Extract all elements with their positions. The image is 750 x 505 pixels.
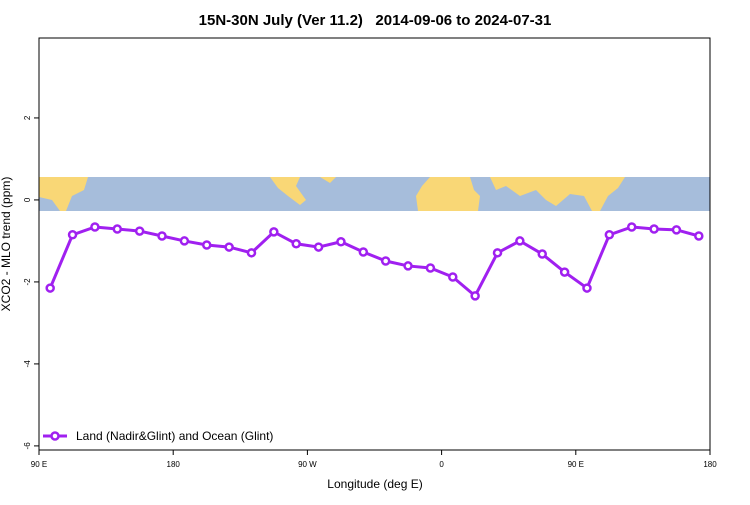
x-tick-label: 0 <box>439 460 444 469</box>
point <box>470 291 480 301</box>
point <box>134 226 145 236</box>
point <box>671 225 682 235</box>
point <box>313 242 324 252</box>
point <box>112 224 123 234</box>
point <box>380 256 391 266</box>
point <box>537 249 547 259</box>
y-tick-label: 2 <box>23 115 32 120</box>
point <box>403 261 413 271</box>
point <box>291 239 301 249</box>
point <box>492 248 503 258</box>
point <box>694 231 704 241</box>
point <box>425 263 436 273</box>
point <box>604 230 615 240</box>
point <box>582 283 592 293</box>
point <box>336 236 346 247</box>
series-line <box>48 225 700 299</box>
plot-frame <box>38 37 711 451</box>
point <box>269 227 279 237</box>
point <box>179 236 190 246</box>
point <box>90 222 100 232</box>
point <box>157 231 167 241</box>
point <box>246 248 257 258</box>
point <box>67 230 78 240</box>
point <box>202 240 212 250</box>
y-tick-label: -6 <box>23 442 32 450</box>
x-tick-label: 180 <box>167 460 181 469</box>
x-axis-label: Longitude (deg E) <box>327 477 422 491</box>
y-tick-label: -2 <box>23 278 32 286</box>
map-band <box>39 177 710 211</box>
x-tick-label: 90 W <box>298 460 317 469</box>
legend-marker <box>50 431 60 441</box>
point <box>358 247 369 257</box>
y-tick-label: -4 <box>23 360 32 368</box>
point <box>224 242 234 252</box>
point <box>515 236 525 246</box>
legend-label: Land (Nadir&Glint) and Ocean (Glint) <box>76 429 273 443</box>
point <box>448 272 458 282</box>
point <box>45 283 55 293</box>
y-tick-label: 0 <box>23 197 32 202</box>
x-tick-label: 180 <box>703 460 717 469</box>
x-tick-label: 90 E <box>568 460 584 469</box>
point <box>559 267 570 277</box>
y-axis-label: XCO2 - MLO trend (ppm) <box>0 177 13 312</box>
chart-title: 15N-30N July (Ver 11.2) 2014-09-06 to 20… <box>199 12 552 29</box>
x-tick-label: 90 E <box>31 460 47 469</box>
point <box>626 222 637 232</box>
point <box>649 224 659 234</box>
